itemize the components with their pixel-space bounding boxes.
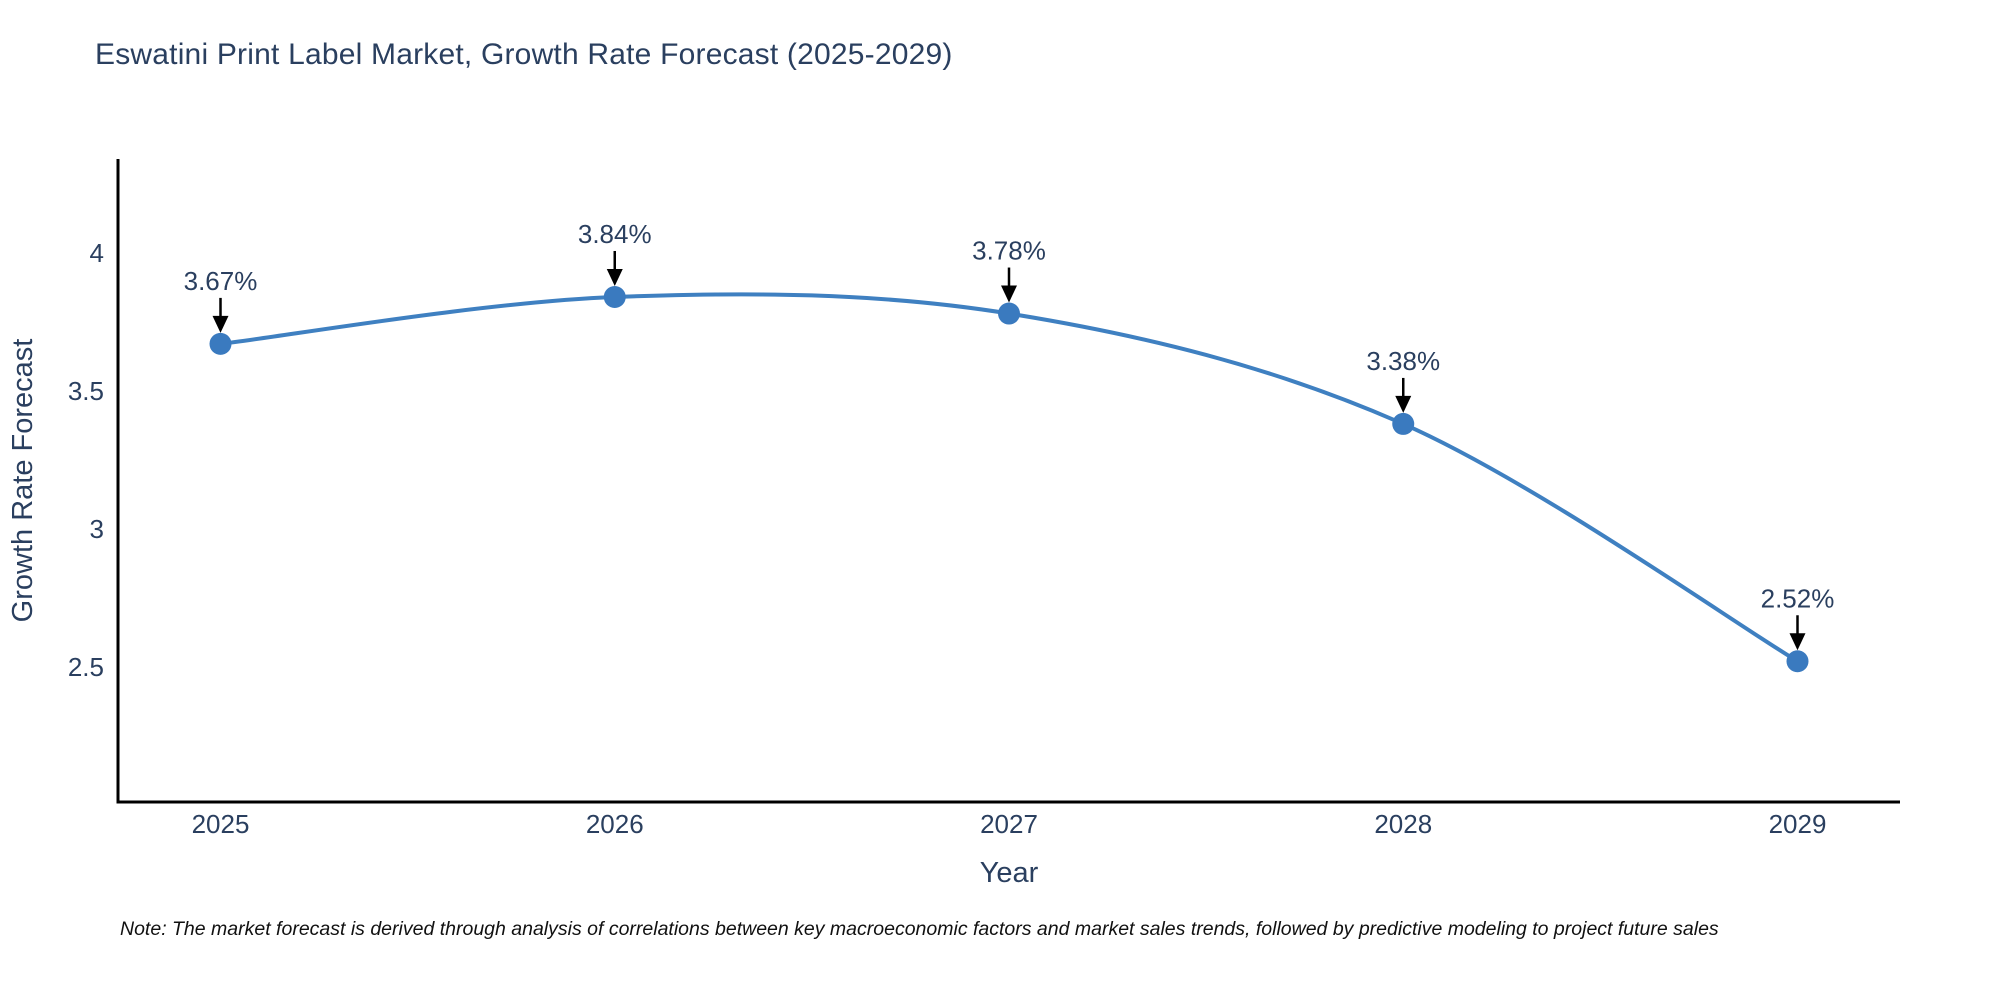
data-point-marker[interactable] (1392, 412, 1415, 435)
data-point-marker[interactable] (1786, 650, 1809, 673)
x-tick-label: 2029 (1769, 809, 1827, 839)
data-point-label: 2.52% (1761, 583, 1835, 613)
y-axis-title: Growth Rate Forecast (7, 339, 39, 623)
data-point-marker[interactable] (998, 302, 1020, 325)
annotation-arrow-head (212, 315, 229, 333)
y-tick-label: 3 (90, 514, 104, 544)
y-tick-label: 2.5 (68, 652, 104, 682)
annotation-arrow-head (1395, 395, 1412, 413)
data-point-label: 3.84% (578, 219, 652, 249)
data-point-marker[interactable] (603, 285, 626, 308)
x-tick-label: 2028 (1374, 809, 1432, 839)
data-point-marker[interactable] (209, 332, 232, 355)
x-axis-title: Year (980, 857, 1039, 889)
data-point-label: 3.67% (184, 266, 258, 296)
annotation-arrow-head (1789, 633, 1806, 651)
data-point-label: 3.78% (972, 236, 1046, 266)
axis-spines (116, 159, 1900, 804)
data-point-label: 3.38% (1366, 346, 1440, 376)
y-tick-label: 4 (90, 238, 104, 268)
annotation-arrow-head (1001, 285, 1017, 303)
footnote: Note: The market forecast is derived thr… (120, 918, 1719, 940)
x-tick-label: 2025 (192, 809, 250, 839)
x-tick-label: 2026 (586, 809, 644, 839)
trend-line (218, 292, 1800, 664)
chart-title: Eswatini Print Label Market, Growth Rate… (95, 38, 953, 71)
x-tick-label: 2027 (980, 809, 1038, 839)
y-tick-label: 3.5 (68, 376, 104, 406)
annotation-arrow-head (606, 268, 623, 286)
